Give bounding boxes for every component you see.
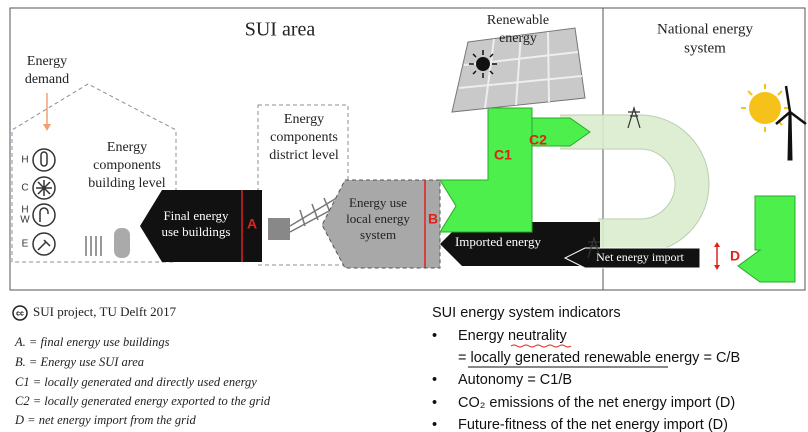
pylon — [587, 105, 641, 259]
sun — [749, 92, 781, 124]
imported-arrow — [440, 222, 600, 266]
boiler — [114, 228, 130, 258]
demand-label: Energy — [27, 54, 67, 69]
indicators-title: SUI energy system indicators — [432, 305, 621, 321]
renewable-label: energy — [499, 31, 537, 46]
sun-rays — [741, 84, 789, 132]
hotwater-icon — [32, 203, 56, 227]
credit: SUI project, TU Delft 2017 — [33, 304, 177, 319]
district-label: district level — [269, 148, 339, 163]
national-flow — [737, 195, 796, 283]
wind-turbine — [775, 85, 807, 161]
indicator: Future-fitness of the net energy import … — [458, 417, 728, 432]
indicators: SUI energy system indicators • Energy ne… — [432, 305, 740, 432]
heat-icon — [32, 148, 56, 172]
electric-icon — [32, 232, 56, 256]
marker-a: A — [247, 216, 257, 232]
snowflake — [36, 180, 52, 196]
bullet: • — [432, 372, 437, 388]
icon-letters: H C H W E — [20, 155, 30, 250]
cool-icon — [32, 176, 56, 200]
sun-dark — [476, 57, 490, 71]
national-title: National energy — [657, 21, 753, 37]
marker-d: D — [730, 248, 740, 264]
local-energy-label: local energy — [346, 211, 410, 226]
local-energy-shape — [321, 179, 441, 269]
indicator: Autonomy = C1/B — [458, 372, 572, 388]
marker-c1: C1 — [494, 147, 512, 163]
marker-c2: C2 — [529, 132, 547, 148]
bullet: • — [432, 417, 437, 432]
bullet: • — [432, 328, 437, 344]
building-label: components — [93, 158, 161, 173]
export-pipe — [560, 115, 709, 253]
indicator: = locally generated renewable energy = C… — [458, 350, 740, 366]
demand-arrow-head — [43, 124, 51, 131]
district-label: components — [270, 130, 338, 145]
final-energy-arrow — [140, 190, 262, 262]
plug — [37, 239, 51, 251]
cc-icon-text: cc — [16, 310, 24, 317]
marker-b: B — [428, 211, 438, 227]
spell-underline — [510, 344, 572, 348]
indicator: CO₂ emissions of the net energy import (… — [458, 395, 735, 411]
indicator: Energy neutrality — [458, 328, 568, 344]
demand-label: demand — [25, 72, 69, 87]
legend-line: D = net energy import from the grid — [14, 413, 196, 427]
legend: A. = final energy use buildings B. = Ene… — [14, 335, 271, 427]
tap — [39, 207, 49, 222]
final-energy-label: use buildings — [162, 224, 231, 239]
imported-label: Imported energy — [455, 234, 542, 249]
icon-letter: H — [21, 155, 28, 166]
legend-line: A. = final energy use buildings — [14, 335, 170, 349]
sun-dark-rays — [469, 50, 497, 78]
marker-d-head — [714, 265, 720, 270]
legend-line: C1 = locally generated and directly used… — [15, 375, 257, 389]
building-label: building level — [88, 176, 165, 191]
legend-line: C2 = locally generated energy exported t… — [15, 394, 271, 408]
thermometer — [40, 151, 48, 167]
legend-line: B. = Energy use SUI area — [15, 355, 144, 369]
national-title: system — [684, 40, 726, 56]
renewable-label: Renewable — [487, 13, 549, 28]
district-label: Energy — [284, 112, 324, 127]
local-energy-label: Energy use — [349, 195, 407, 210]
marker-d-head — [714, 242, 720, 247]
bullet: • — [432, 395, 437, 411]
net-import-label: Net energy import — [596, 250, 684, 264]
sui-title: SUI area — [245, 19, 316, 41]
building-label: Energy — [107, 140, 147, 155]
final-energy-label: Final energy — [163, 208, 229, 223]
icon-letter: W — [20, 215, 30, 226]
cc-icon — [12, 305, 28, 321]
house-outline — [11, 83, 177, 263]
c2-flow — [531, 117, 591, 147]
diagram-labels: SUI area National energy system Renewabl… — [25, 13, 754, 264]
markers: A B C1 C2 D — [247, 132, 740, 264]
local-energy-label: system — [360, 227, 396, 242]
solar-panel — [451, 27, 586, 113]
icon-letter: E — [22, 239, 29, 250]
district-device — [268, 195, 343, 240]
radiator — [85, 236, 102, 256]
icon-letter: C — [21, 183, 28, 194]
icon-letter: H — [21, 205, 28, 216]
house-icons — [32, 148, 56, 256]
